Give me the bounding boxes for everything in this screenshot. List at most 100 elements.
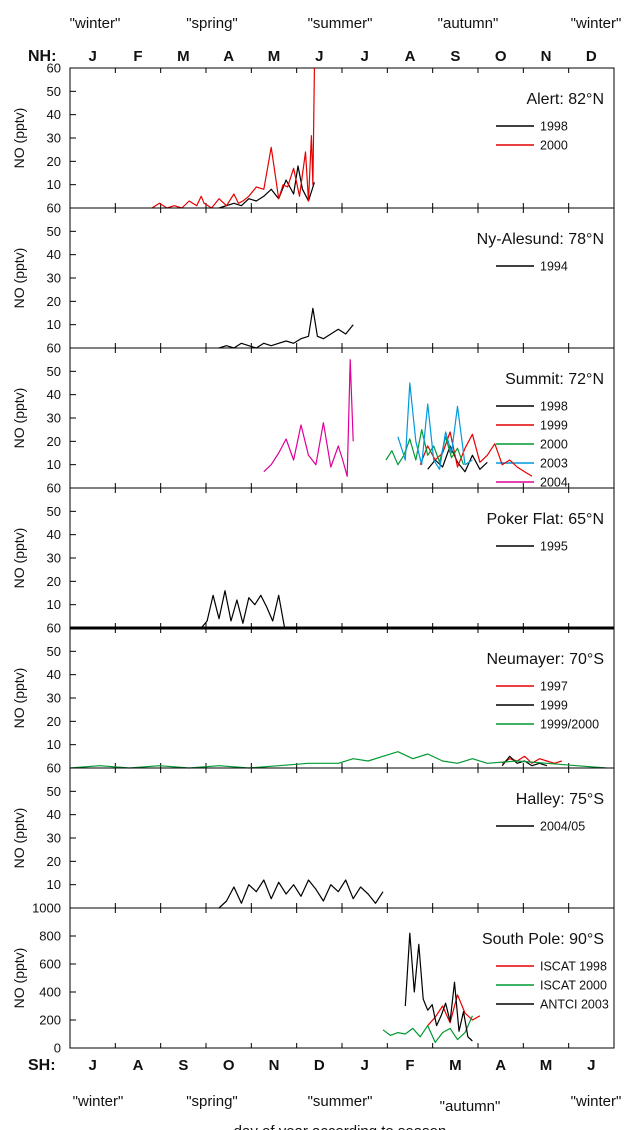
nh-month-label: N bbox=[541, 48, 552, 65]
panel-4: 10 20 30 40 50 60 NO (pptv) Neumayer: 70°S 1997 1… bbox=[11, 621, 615, 769]
y-axis-label: NO (pptv) bbox=[11, 808, 27, 869]
top-season-label: "spring" bbox=[186, 15, 238, 32]
y-tick-label: 40 bbox=[47, 107, 61, 122]
station-title: South Pole: 90°S bbox=[482, 931, 604, 948]
bottom-season-label: "winter" bbox=[571, 1093, 622, 1110]
panel-6: 0 200 400 600 800 1000 NO (pptv) South Pole: 90… bbox=[11, 901, 615, 1056]
legend-label: ANTCI 2003 bbox=[540, 998, 609, 1012]
station-title: Alert: 82°N bbox=[526, 91, 604, 108]
sh-month-label: F bbox=[405, 1057, 414, 1074]
legend-label: ISCAT 1998 bbox=[540, 960, 607, 974]
legend-label: 1995 bbox=[540, 540, 568, 554]
y-tick-label: 40 bbox=[47, 247, 61, 262]
nh-label: NH: bbox=[28, 48, 56, 65]
y-tick-label: 40 bbox=[47, 387, 61, 402]
bottom-season-label: "autumn" bbox=[440, 1098, 501, 1115]
y-tick-label: 10 bbox=[47, 737, 61, 752]
y-tick-label: 10 bbox=[47, 317, 61, 332]
panel-frame bbox=[69, 627, 615, 769]
y-axis-label: NO (pptv) bbox=[11, 528, 27, 589]
y-tick-label: 10 bbox=[47, 457, 61, 472]
bottom-season-label: "summer" bbox=[308, 1093, 373, 1110]
y-tick-label: 50 bbox=[47, 224, 61, 239]
legend-label: 1999 bbox=[540, 419, 568, 433]
y-tick-label: 10 bbox=[47, 877, 61, 892]
legend-label: ISCAT 2000 bbox=[540, 979, 607, 993]
nh-month-label: O bbox=[495, 48, 507, 65]
sh-month-label: J bbox=[88, 1057, 96, 1074]
y-tick-label: 60 bbox=[47, 621, 61, 636]
sh-month-label: S bbox=[178, 1057, 188, 1074]
y-tick-label: 20 bbox=[47, 854, 61, 869]
y-tick-label: 60 bbox=[47, 481, 61, 496]
y-axis-label: NO (pptv) bbox=[11, 248, 27, 309]
series-line bbox=[427, 445, 488, 473]
sh-month-label: J bbox=[587, 1057, 595, 1074]
y-tick-label: 20 bbox=[47, 154, 61, 169]
sh-month-label: D bbox=[314, 1057, 325, 1074]
y-tick-label: 0 bbox=[54, 1041, 61, 1056]
nh-month-label: J bbox=[360, 48, 368, 65]
top-season-label: "winter" bbox=[571, 15, 622, 32]
y-tick-label: 50 bbox=[47, 784, 61, 799]
panel-5: 10 20 30 40 50 60 NO (pptv) Halley: 75°S 2004/05 bbox=[11, 761, 615, 909]
series-line bbox=[218, 879, 384, 909]
y-tick-label: 50 bbox=[47, 364, 61, 379]
series-line bbox=[69, 751, 607, 769]
panel-frame bbox=[69, 907, 615, 1049]
station-title: Summit: 72°N bbox=[505, 371, 604, 388]
y-tick-label: 60 bbox=[47, 761, 61, 776]
sh-month-label: M bbox=[540, 1057, 553, 1074]
y-tick-label: 400 bbox=[39, 985, 61, 1000]
nh-month-label: A bbox=[405, 48, 416, 65]
y-tick-label: 50 bbox=[47, 644, 61, 659]
station-title: Ny-Alesund: 78°N bbox=[477, 231, 604, 248]
y-tick-label: 30 bbox=[47, 271, 61, 286]
sh-month-label: M bbox=[449, 1057, 462, 1074]
panel-frame bbox=[69, 207, 615, 349]
series-line bbox=[200, 590, 286, 629]
y-tick-label: 200 bbox=[39, 1013, 61, 1028]
bottom-season-label: "spring" bbox=[186, 1093, 238, 1110]
series-line bbox=[385, 429, 465, 466]
panel-1: 10 20 30 40 50 60 NO (pptv) Ny-Alesund: 78°N 199… bbox=[11, 201, 615, 349]
legend-label: 2000 bbox=[540, 139, 568, 153]
series-line bbox=[151, 67, 315, 209]
legend-label: 2003 bbox=[540, 457, 568, 471]
y-tick-label: 30 bbox=[47, 131, 61, 146]
y-tick-label: 600 bbox=[39, 957, 61, 972]
series-line bbox=[218, 165, 315, 209]
y-tick-label: 40 bbox=[47, 527, 61, 542]
panel-0: 10 20 30 40 50 60 NO (pptv) Alert: 82°N 1998 2000 bbox=[11, 61, 615, 209]
sh-month-label: J bbox=[360, 1057, 368, 1074]
series-line bbox=[397, 382, 473, 470]
nh-month-label: J bbox=[88, 48, 96, 65]
y-axis-label: NO (pptv) bbox=[11, 388, 27, 449]
y-tick-label: 800 bbox=[39, 929, 61, 944]
y-tick-label: 60 bbox=[47, 61, 61, 76]
legend-label: 2000 bbox=[540, 438, 568, 452]
top-season-label: "winter" bbox=[70, 15, 121, 32]
y-tick-label: 40 bbox=[47, 667, 61, 682]
top-season-label: "autumn" bbox=[438, 15, 499, 32]
y-tick-label: 50 bbox=[47, 84, 61, 99]
legend-label: 1994 bbox=[540, 260, 568, 274]
series-line bbox=[382, 1015, 473, 1044]
y-tick-label: 20 bbox=[47, 434, 61, 449]
y-tick-label: 30 bbox=[47, 411, 61, 426]
panel-2: 10 20 30 40 50 60 NO (pptv) Summit: 72°N 1998 199… bbox=[11, 341, 615, 490]
nh-month-label: J bbox=[315, 48, 323, 65]
series-line bbox=[501, 755, 562, 764]
legend-label: 1999 bbox=[540, 699, 568, 713]
legend-label: 1998 bbox=[540, 400, 568, 414]
legend-label: 1998 bbox=[540, 120, 568, 134]
legend-label: 2004/05 bbox=[540, 820, 585, 834]
y-tick-label: 20 bbox=[47, 714, 61, 729]
y-tick-label: 30 bbox=[47, 551, 61, 566]
y-axis-label: NO (pptv) bbox=[11, 668, 27, 729]
station-title: Poker Flat: 65°N bbox=[486, 511, 604, 528]
sh-month-label: N bbox=[269, 1057, 280, 1074]
station-title: Neumayer: 70°S bbox=[486, 651, 604, 668]
sh-month-label: A bbox=[133, 1057, 144, 1074]
